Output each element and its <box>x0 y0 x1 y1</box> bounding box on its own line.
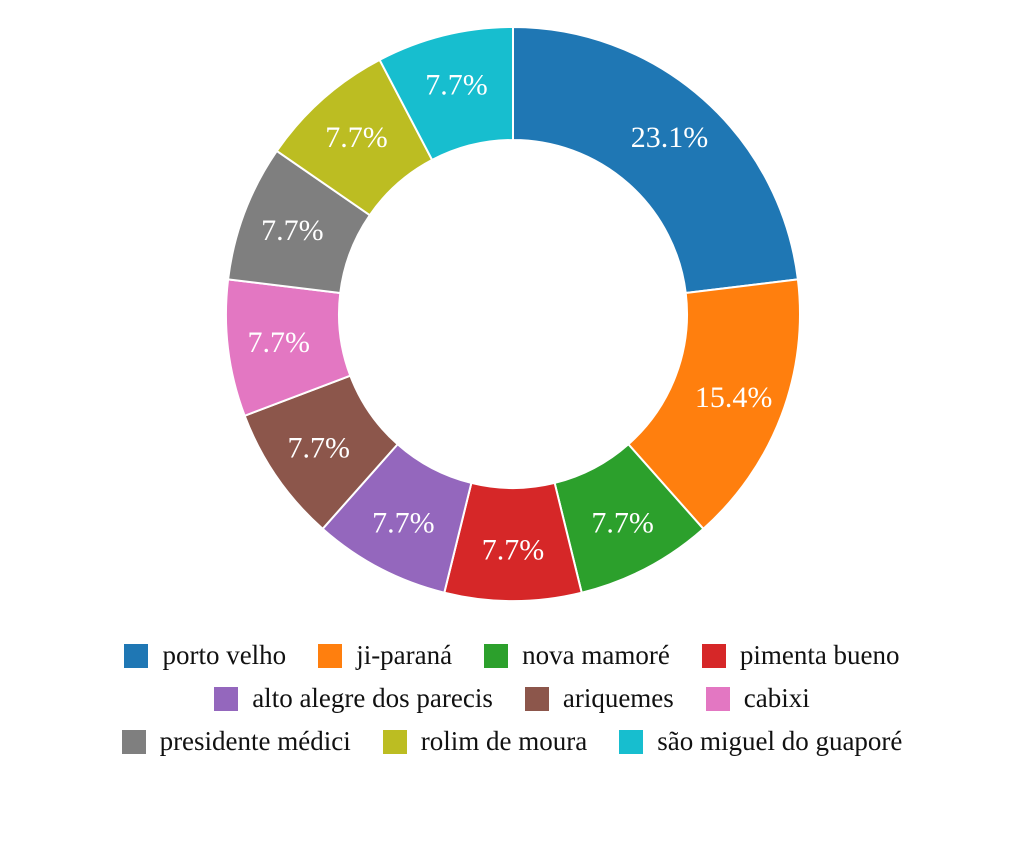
legend-label: ariquemes <box>562 683 674 713</box>
slice-porto-velho[interactable] <box>512 25 800 295</box>
legend-swatch-icon <box>701 643 726 668</box>
slice-label-cabixi: 7.7% <box>247 326 310 359</box>
slice-label-alto-alegre-dos-parecis: 7.7% <box>372 506 435 539</box>
slice-label-presidente-medici: 7.7% <box>261 214 324 247</box>
legend-item-cabixi[interactable]: cabixi <box>705 683 810 714</box>
legend-item-ariquemes[interactable]: ariquemes <box>524 683 674 714</box>
legend-row: presidente médici rolim de moura são migue… <box>0 720 1024 763</box>
donut-slice-labels: 23.1% 15.4% 7.7% 7.7% 7.7% 7.7% 7.7% 7.7% 7.7% 7.… <box>247 68 772 566</box>
slice-label-pimenta-bueno: 7.7% <box>482 534 545 567</box>
legend-item-porto-velho[interactable]: porto velho <box>124 640 286 671</box>
chart-legend: porto velho ji-paraná nova mamoré pimenta b… <box>0 634 1024 763</box>
legend-label: porto velho <box>162 640 287 670</box>
legend-item-pimenta-bueno[interactable]: pimenta bueno <box>701 640 900 671</box>
legend-swatch-icon <box>484 643 509 668</box>
slice-label-sao-miguel-do-guapore: 7.7% <box>425 68 488 101</box>
legend-swatch-icon <box>121 729 146 754</box>
legend-swatch-icon <box>318 643 343 668</box>
legend-item-nova-mamore[interactable]: nova mamoré <box>484 640 670 671</box>
legend-row: porto velho ji-paraná nova mamoré pimenta b… <box>0 634 1024 677</box>
legend-item-presidente-medici[interactable]: presidente médici <box>121 726 351 757</box>
legend-item-ji-parana[interactable]: ji-paraná <box>318 640 452 671</box>
legend-swatch-icon <box>124 643 149 668</box>
slice-label-nova-mamore: 7.7% <box>591 506 654 539</box>
legend-item-alto-alegre-dos-parecis[interactable]: alto alegre dos parecis <box>214 683 493 714</box>
legend-label: nova mamoré <box>522 640 670 670</box>
legend-swatch-icon <box>524 686 549 711</box>
legend-label: cabixi <box>743 683 810 713</box>
legend-label: alto alegre dos parecis <box>252 683 493 713</box>
slice-label-ji-parana: 15.4% <box>695 381 773 414</box>
legend-label: ji-paraná <box>356 640 453 670</box>
slice-label-rolim-de-moura: 7.7% <box>325 121 388 154</box>
legend-item-sao-miguel-do-guapore[interactable]: são miguel do guaporé <box>619 726 902 757</box>
slice-label-porto-velho: 23.1% <box>631 121 709 154</box>
legend-swatch-icon <box>214 686 239 711</box>
legend-label: são miguel do guaporé <box>657 726 903 756</box>
legend-label: pimenta bueno <box>739 640 900 670</box>
donut-slices <box>225 25 801 602</box>
legend-swatch-icon <box>619 729 644 754</box>
slice-sao-miguel-do-guapore[interactable] <box>378 25 514 162</box>
legend-row: alto alegre dos parecis ariquemes cabixi <box>0 677 1024 720</box>
legend-swatch-icon <box>705 686 730 711</box>
legend-label: presidente médici <box>159 726 351 756</box>
legend-label: rolim de moura <box>420 726 588 756</box>
legend-swatch-icon <box>382 729 407 754</box>
slice-label-ariquemes: 7.7% <box>288 432 351 465</box>
legend-item-rolim-de-moura[interactable]: rolim de moura <box>382 726 588 757</box>
